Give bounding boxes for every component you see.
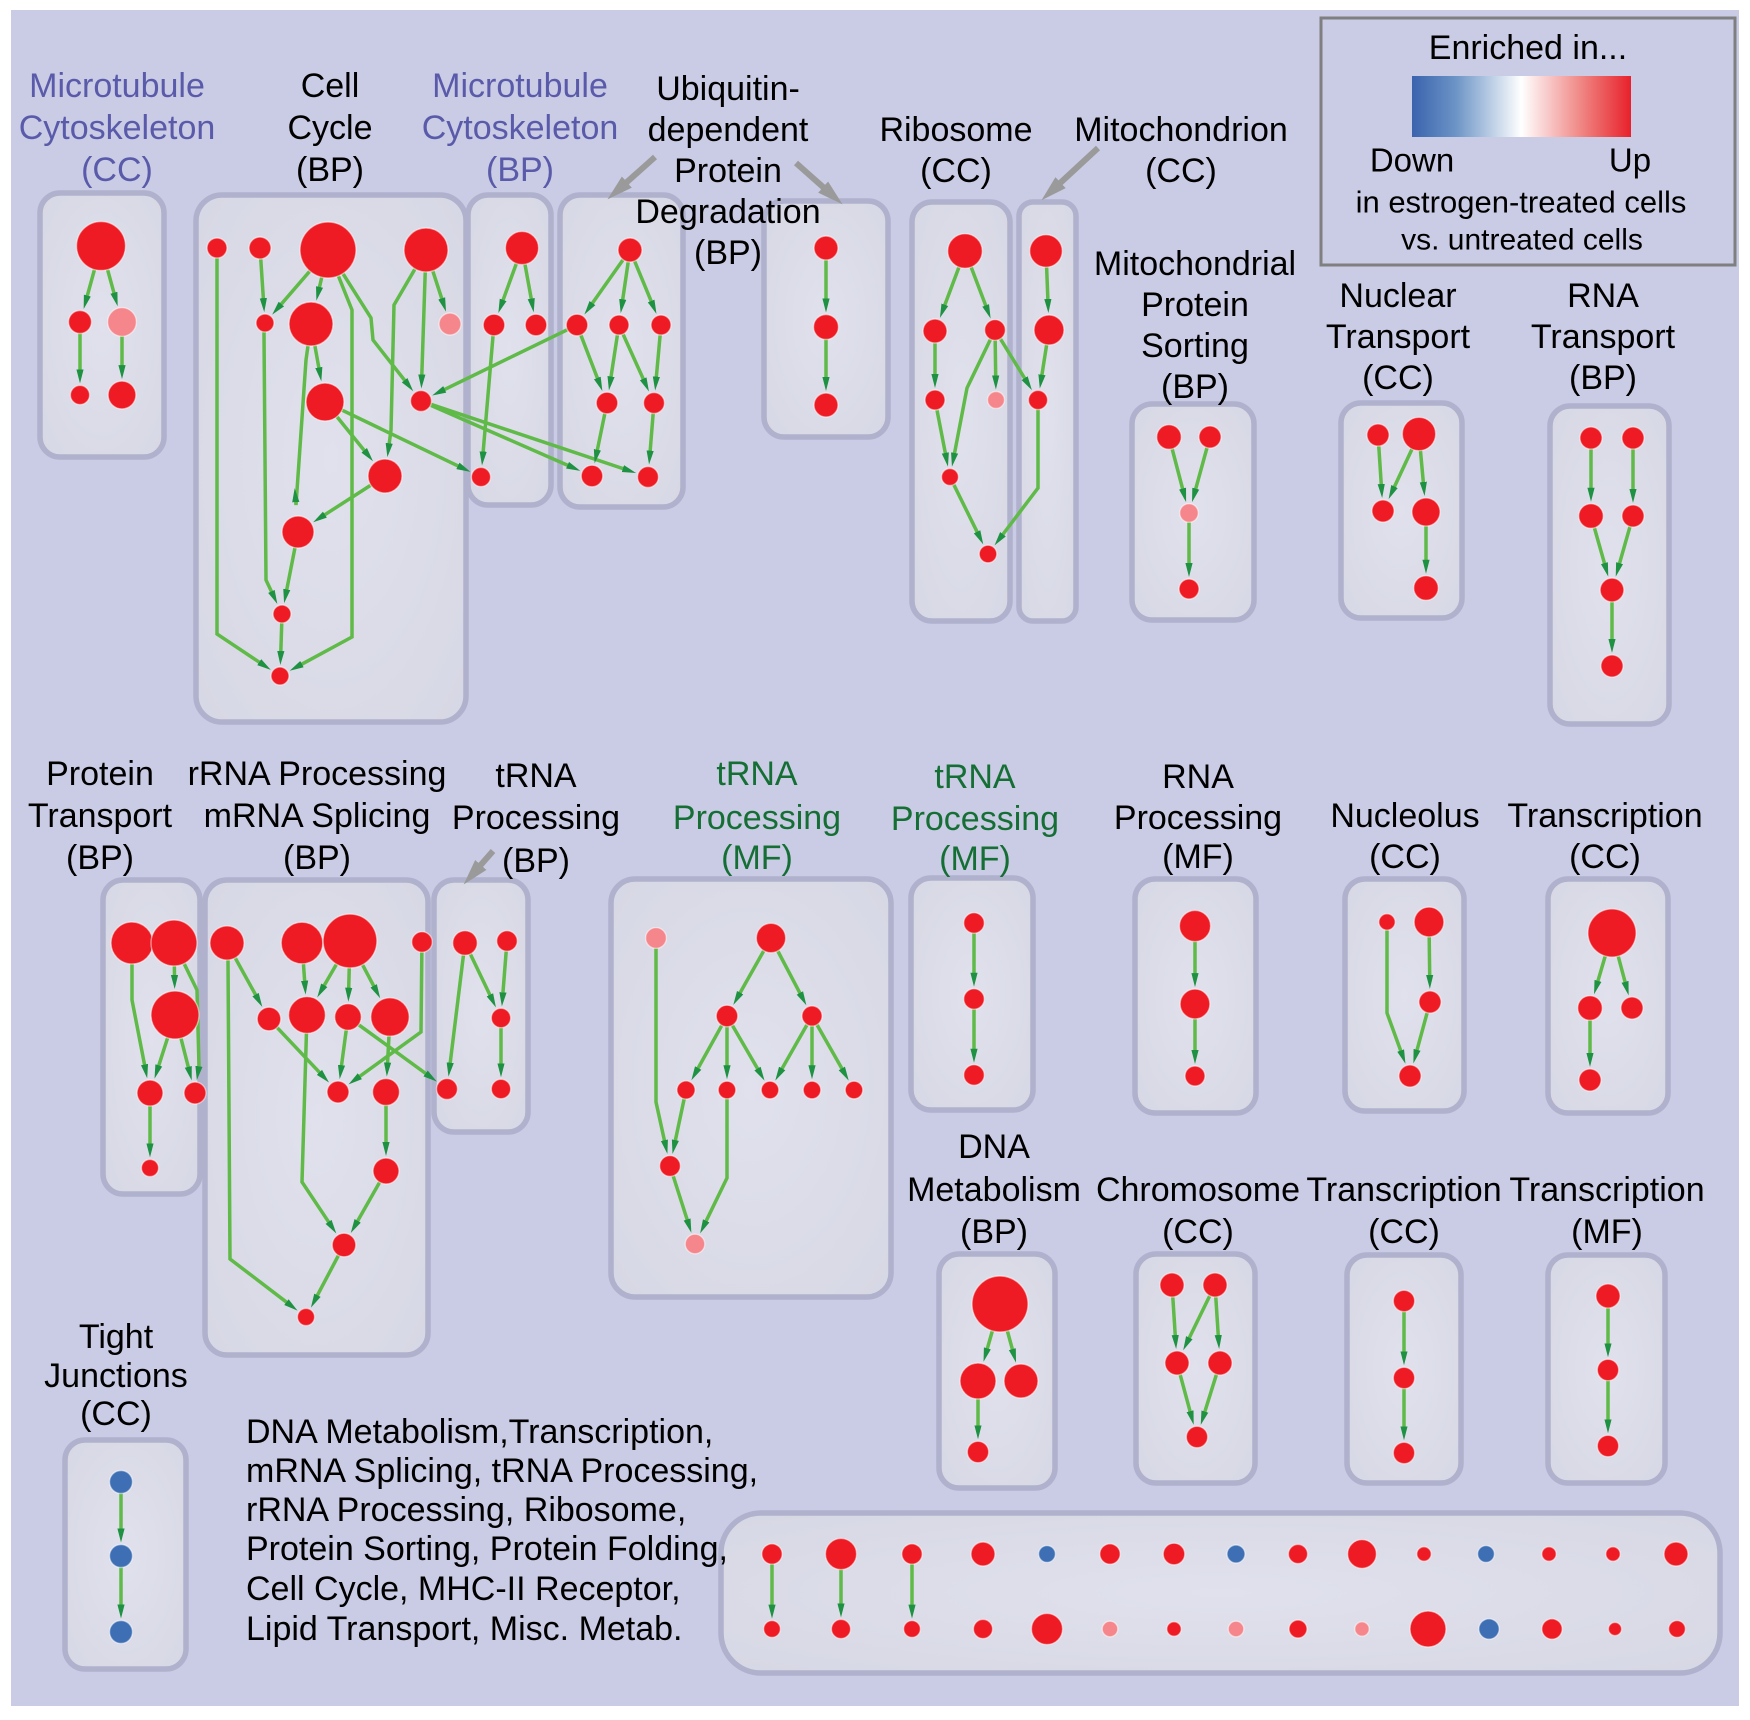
svg-text:Processing: Processing [1114,799,1282,837]
svg-text:Down: Down [1370,142,1454,179]
svg-text:mRNA Splicing: mRNA Splicing [204,797,431,835]
svg-text:Cell: Cell [301,67,360,105]
svg-text:rRNA Processing: rRNA Processing [188,755,447,793]
svg-text:(MF): (MF) [939,840,1011,878]
svg-text:Processing: Processing [673,799,841,837]
svg-text:Transport: Transport [1326,318,1471,356]
svg-text:Mitochondrial: Mitochondrial [1094,245,1296,283]
svg-text:Metabolism: Metabolism [907,1171,1081,1209]
svg-text:Nuclear: Nuclear [1339,277,1456,315]
svg-text:(CC): (CC) [1368,1213,1440,1251]
svg-text:Protein: Protein [674,152,782,190]
svg-text:Ribosome: Ribosome [879,111,1032,149]
svg-text:Transcription: Transcription [1306,1171,1501,1209]
svg-text:Processing: Processing [891,800,1059,838]
svg-text:Transcription: Transcription [1509,1171,1704,1209]
svg-text:Sorting: Sorting [1141,327,1249,365]
svg-text:(MF): (MF) [1571,1213,1643,1251]
svg-text:dependent: dependent [648,111,809,149]
svg-text:(BP): (BP) [283,839,351,877]
svg-text:(BP): (BP) [1569,359,1637,397]
svg-text:Up: Up [1609,142,1651,179]
svg-text:Transport: Transport [1531,318,1676,356]
svg-text:Cell Cycle, MHC-II Receptor,: Cell Cycle, MHC-II Receptor, [246,1570,681,1608]
svg-text:rRNA Processing, Ribosome,: rRNA Processing, Ribosome, [246,1491,686,1529]
svg-text:Microtubule: Microtubule [432,67,608,105]
svg-text:Transport: Transport [28,797,173,835]
svg-text:Processing: Processing [452,799,620,837]
svg-text:vs. untreated cells: vs. untreated cells [1401,224,1643,257]
svg-text:(BP): (BP) [1161,368,1229,406]
svg-text:in estrogen-treated cells: in estrogen-treated cells [1356,185,1687,220]
svg-text:(BP): (BP) [486,151,554,189]
svg-text:(CC): (CC) [1145,152,1217,190]
svg-text:(BP): (BP) [960,1213,1028,1251]
svg-text:Junctions: Junctions [44,1357,188,1395]
svg-text:DNA Metabolism,Transcription,: DNA Metabolism,Transcription, [246,1413,713,1451]
svg-text:(CC): (CC) [1362,359,1434,397]
svg-text:(CC): (CC) [80,1395,152,1433]
svg-text:(BP): (BP) [296,151,364,189]
svg-text:Ubiquitin-: Ubiquitin- [656,70,800,108]
svg-text:Cytoskeleton: Cytoskeleton [422,109,619,147]
svg-text:tRNA: tRNA [934,758,1016,796]
svg-text:Degradation: Degradation [635,193,820,231]
svg-text:Chromosome: Chromosome [1096,1171,1300,1209]
svg-text:Cytoskeleton: Cytoskeleton [19,109,216,147]
svg-text:Lipid Transport, Misc. Metab.: Lipid Transport, Misc. Metab. [246,1610,683,1648]
svg-text:(CC): (CC) [1569,838,1641,876]
svg-text:Transcription: Transcription [1507,797,1702,835]
svg-text:Protein: Protein [1141,286,1249,324]
svg-text:tRNA: tRNA [495,757,577,795]
svg-text:Mitochondrion: Mitochondrion [1074,111,1288,149]
svg-text:RNA: RNA [1162,758,1234,796]
svg-text:Nucleolus: Nucleolus [1330,797,1479,835]
svg-text:(CC): (CC) [1162,1213,1234,1251]
svg-text:Protein: Protein [46,755,154,793]
svg-text:(CC): (CC) [1369,838,1441,876]
svg-text:(BP): (BP) [502,842,570,880]
svg-text:DNA: DNA [958,1128,1030,1166]
svg-text:(MF): (MF) [721,839,793,877]
svg-text:Cycle: Cycle [287,109,372,147]
svg-text:tRNA: tRNA [716,755,798,793]
svg-text:(CC): (CC) [81,151,153,189]
svg-text:RNA: RNA [1567,277,1639,315]
svg-text:mRNA Splicing, tRNA Processing: mRNA Splicing, tRNA Processing, [246,1452,758,1490]
svg-text:(BP): (BP) [66,839,134,877]
svg-text:Enriched in...: Enriched in... [1429,29,1627,67]
svg-text:(CC): (CC) [920,152,992,190]
svg-text:(BP): (BP) [694,234,762,272]
svg-text:Protein Sorting, Protein Foldi: Protein Sorting, Protein Folding, [246,1530,728,1568]
svg-text:Tight: Tight [79,1318,154,1356]
svg-text:(MF): (MF) [1162,838,1234,876]
svg-text:Microtubule: Microtubule [29,67,205,105]
